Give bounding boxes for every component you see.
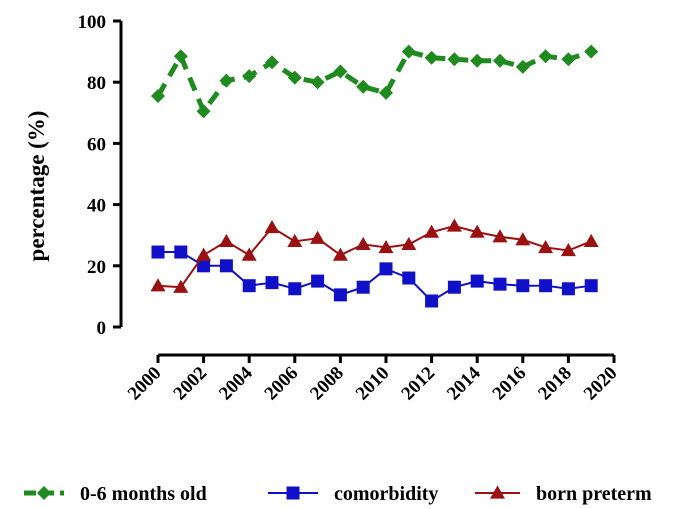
data-point <box>470 53 485 68</box>
data-point <box>402 271 416 285</box>
data-point <box>356 79 371 94</box>
data-point <box>287 70 302 85</box>
data-point <box>424 50 439 65</box>
x-tick-label: 2004 <box>215 362 257 404</box>
data-point <box>150 278 166 292</box>
legend: 0-6 months old comorbidity born preterm <box>24 483 652 505</box>
data-point <box>401 44 416 59</box>
y-tick-label: 100 <box>78 12 107 33</box>
data-point <box>265 276 279 290</box>
x-tick-label: 2018 <box>534 363 576 405</box>
data-point <box>561 282 575 296</box>
y-axis-title: percentage (%) <box>24 111 49 262</box>
y-ticks: 0 20 40 60 80 100 <box>78 12 121 339</box>
series-0-6-months-old <box>151 44 599 119</box>
data-point <box>287 233 303 247</box>
data-point <box>539 279 553 293</box>
data-point <box>425 294 439 308</box>
data-point <box>196 247 212 261</box>
data-point <box>218 233 234 247</box>
data-point <box>538 239 554 254</box>
y-tick-label: 60 <box>87 134 106 155</box>
data-point <box>265 55 279 70</box>
series-born-preterm <box>150 218 599 293</box>
legend-label: comorbidity <box>334 483 438 505</box>
data-point <box>219 73 234 88</box>
data-point <box>492 229 508 243</box>
x-tick-label: 2016 <box>489 363 531 405</box>
data-point <box>356 280 370 294</box>
data-point <box>310 230 326 244</box>
data-point <box>379 85 393 100</box>
data-point <box>241 247 257 261</box>
legend-swatch-marker <box>490 485 505 499</box>
x-tick-label: 2014 <box>443 362 485 404</box>
data-point <box>401 236 417 251</box>
series-layer <box>150 44 599 308</box>
legend-item: comorbidity <box>268 483 438 505</box>
legend-label: born preterm <box>536 483 652 505</box>
y-tick-label: 0 <box>97 318 107 339</box>
data-point <box>173 279 189 293</box>
y-tick-label: 80 <box>87 73 106 94</box>
x-tick-label: 2020 <box>580 363 622 405</box>
data-point <box>355 236 371 251</box>
data-point <box>332 247 348 261</box>
legend-swatch-marker <box>286 486 300 500</box>
y-tick-label: 40 <box>87 196 106 217</box>
data-point <box>378 239 394 254</box>
data-point <box>333 288 347 302</box>
x-tick-label: 2006 <box>261 363 303 405</box>
data-point <box>197 259 211 273</box>
data-point <box>560 243 576 257</box>
data-point <box>242 69 257 84</box>
legend-item: born preterm <box>475 483 652 505</box>
x-tick-label: 2010 <box>352 363 394 405</box>
data-point <box>538 49 553 64</box>
data-point <box>242 279 256 293</box>
data-point <box>151 88 165 103</box>
data-point <box>196 104 211 119</box>
data-point <box>584 44 599 59</box>
data-point <box>584 279 598 293</box>
data-point <box>333 64 348 79</box>
data-point <box>470 274 484 288</box>
data-point <box>379 262 393 276</box>
data-point <box>447 52 462 67</box>
data-point <box>446 218 462 232</box>
data-point <box>264 220 280 234</box>
data-point <box>424 224 440 238</box>
legend-swatch-marker <box>37 486 51 500</box>
x-tick-label: 2008 <box>306 363 348 405</box>
data-point <box>493 277 507 291</box>
data-point <box>561 52 576 67</box>
legend-label: 0-6 months old <box>80 483 207 505</box>
data-point <box>311 274 325 288</box>
series-comorbidity <box>151 245 598 308</box>
x-tick-label: 2002 <box>169 363 211 405</box>
axes <box>119 21 614 357</box>
x-tick-label: 2012 <box>397 363 439 405</box>
data-point <box>288 282 302 296</box>
data-point <box>516 279 530 293</box>
data-point <box>515 59 530 74</box>
data-point <box>173 49 188 64</box>
x-tick-label: 2000 <box>124 363 166 405</box>
data-point <box>583 233 599 247</box>
legend-item: 0-6 months old <box>24 483 207 505</box>
data-point <box>151 245 165 259</box>
data-point <box>174 245 188 259</box>
x-ticks: 2000 2002 2004 2006 2008 2010 2012 2014 2016 2018… <box>124 355 622 404</box>
data-point <box>310 75 325 90</box>
data-point <box>219 259 233 273</box>
data-point <box>447 280 461 294</box>
data-point <box>515 232 531 246</box>
data-point <box>493 53 507 68</box>
data-point <box>469 224 485 238</box>
y-tick-label: 20 <box>87 257 106 278</box>
